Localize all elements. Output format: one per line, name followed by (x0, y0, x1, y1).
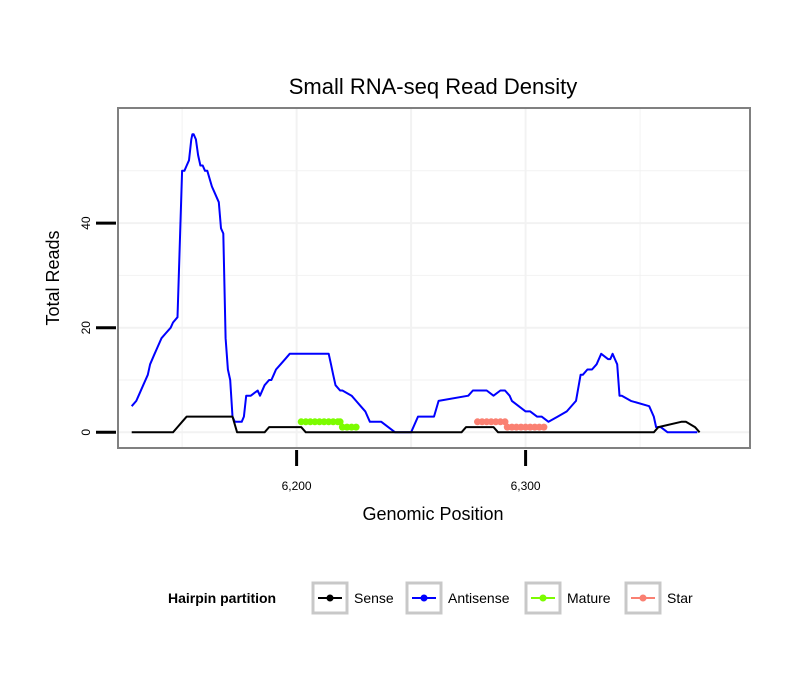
y-axis-title: Total Reads (43, 230, 63, 325)
plot-panel (118, 108, 750, 448)
sense-series-line (131, 415, 701, 434)
legend-title: Hairpin partition (168, 590, 276, 606)
chart-title: Small RNA-seq Read Density (289, 74, 578, 99)
y-tick-label: 0 (79, 429, 93, 436)
plot-border (117, 107, 751, 449)
x-axis-title: Genomic Position (362, 504, 503, 524)
antisense-series-line (130, 133, 698, 434)
x-tick-label: 6,300 (511, 479, 541, 493)
mature-point (336, 418, 344, 426)
legend-label-antisense: Antisense (448, 590, 510, 606)
star-point (540, 423, 548, 431)
legend: Hairpin partition Sense Antisense Mature St… (168, 581, 693, 615)
legend-key-point-mature (539, 594, 547, 602)
legend-label-mature: Mature (567, 590, 611, 606)
y-tick-label: 20 (79, 321, 93, 335)
axes: 0 20 40 6,200 6,300 (79, 216, 541, 493)
series-layer (130, 133, 701, 434)
legend-key-point-antisense (420, 594, 428, 602)
legend-key-point-star (639, 594, 647, 602)
legend-items: Sense Antisense Mature Star (311, 581, 693, 615)
y-tick-label: 40 (79, 216, 93, 230)
legend-label-star: Star (667, 590, 693, 606)
legend-label-sense: Sense (354, 590, 394, 606)
mature-point (352, 423, 360, 431)
star-point (501, 418, 509, 426)
legend-key-point-sense (326, 594, 334, 602)
x-tick-label: 6,200 (282, 479, 312, 493)
